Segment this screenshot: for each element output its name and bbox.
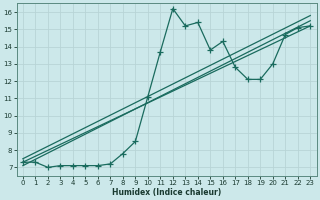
X-axis label: Humidex (Indice chaleur): Humidex (Indice chaleur) <box>112 188 221 197</box>
